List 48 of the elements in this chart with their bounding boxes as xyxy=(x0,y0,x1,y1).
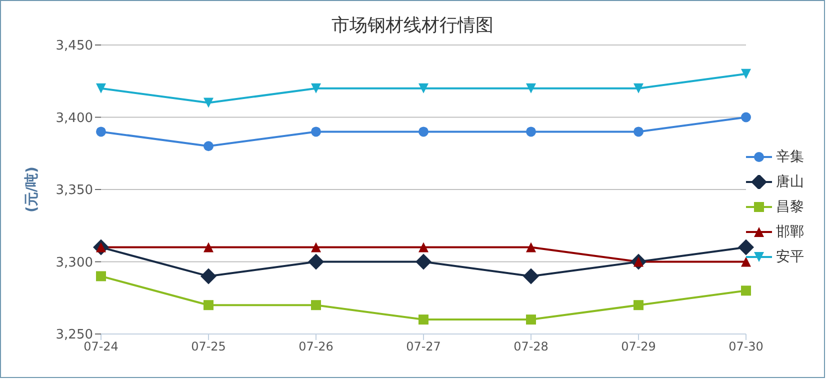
point xyxy=(523,268,539,284)
point xyxy=(96,126,106,137)
legend-label: 邯鄲 xyxy=(776,222,804,242)
point xyxy=(526,126,536,137)
point xyxy=(311,242,321,252)
point xyxy=(526,314,536,325)
x-tick-label: 07-29 xyxy=(621,340,656,354)
point xyxy=(204,300,214,310)
point xyxy=(204,98,214,108)
point xyxy=(634,83,644,94)
point xyxy=(311,126,321,137)
y-tick-label: 3,350 xyxy=(56,183,93,198)
legend-label: 安平 xyxy=(776,248,804,266)
point xyxy=(526,242,536,252)
point xyxy=(741,68,751,79)
chart-title: 市场钢材线材行情图 xyxy=(330,14,494,38)
legend-label: 唐山 xyxy=(776,172,804,192)
y-axis-title: (元/吨) xyxy=(24,166,40,212)
point xyxy=(311,300,321,310)
point xyxy=(634,300,644,310)
legend-label: 昌黎 xyxy=(776,198,804,216)
point xyxy=(96,271,106,282)
legend-label: 辛集 xyxy=(776,148,804,166)
x-tick-label: 07-25 xyxy=(191,340,226,354)
point xyxy=(204,242,214,252)
x-tick-label: 07-26 xyxy=(298,340,334,354)
point xyxy=(634,126,644,137)
point xyxy=(741,286,751,296)
point xyxy=(200,268,216,284)
point xyxy=(741,256,751,267)
y-tick-label: 3,300 xyxy=(56,255,93,270)
y-tick-label: 3,400 xyxy=(56,110,93,126)
point xyxy=(311,83,321,94)
point xyxy=(418,314,428,325)
point xyxy=(738,239,754,256)
point xyxy=(741,112,751,122)
x-tick-label: 07-28 xyxy=(514,340,548,354)
point xyxy=(526,83,536,94)
point xyxy=(418,83,428,94)
point xyxy=(204,141,214,152)
x-tick-label: 07-30 xyxy=(728,340,764,354)
y-tick-label: 3,450 xyxy=(56,38,93,54)
point xyxy=(418,126,428,137)
point xyxy=(418,242,428,252)
point xyxy=(96,83,106,94)
point xyxy=(416,254,432,270)
x-tick-label: 07-27 xyxy=(406,340,441,354)
point xyxy=(308,254,324,270)
